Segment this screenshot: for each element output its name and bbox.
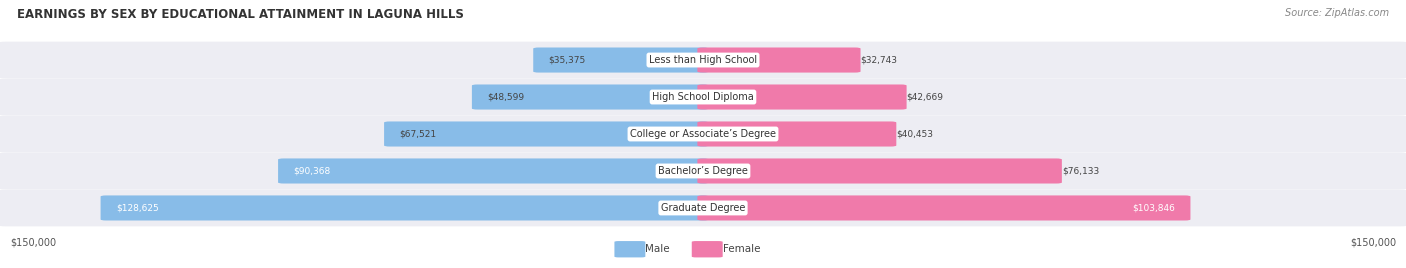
FancyBboxPatch shape (0, 152, 1406, 189)
FancyBboxPatch shape (697, 84, 907, 110)
Text: Less than High School: Less than High School (650, 55, 756, 65)
Text: $150,000: $150,000 (1350, 237, 1396, 247)
FancyBboxPatch shape (697, 47, 860, 73)
FancyBboxPatch shape (0, 79, 1406, 116)
Text: $48,599: $48,599 (488, 92, 524, 102)
FancyBboxPatch shape (384, 121, 709, 147)
Text: $76,133: $76,133 (1062, 166, 1099, 176)
FancyBboxPatch shape (0, 116, 1406, 152)
Text: $40,453: $40,453 (896, 129, 934, 139)
Text: $32,743: $32,743 (860, 55, 897, 65)
Text: Source: ZipAtlas.com: Source: ZipAtlas.com (1285, 8, 1389, 18)
FancyBboxPatch shape (533, 47, 709, 73)
Text: Male: Male (645, 244, 671, 254)
Text: Bachelor’s Degree: Bachelor’s Degree (658, 166, 748, 176)
Text: College or Associate’s Degree: College or Associate’s Degree (630, 129, 776, 139)
FancyBboxPatch shape (692, 241, 723, 257)
FancyBboxPatch shape (278, 158, 709, 184)
Text: Female: Female (723, 244, 761, 254)
FancyBboxPatch shape (0, 42, 1406, 79)
Text: $42,669: $42,669 (907, 92, 943, 102)
Text: Graduate Degree: Graduate Degree (661, 203, 745, 213)
FancyBboxPatch shape (472, 84, 709, 110)
Text: $67,521: $67,521 (399, 129, 437, 139)
FancyBboxPatch shape (101, 195, 709, 221)
FancyBboxPatch shape (0, 189, 1406, 226)
Text: EARNINGS BY SEX BY EDUCATIONAL ATTAINMENT IN LAGUNA HILLS: EARNINGS BY SEX BY EDUCATIONAL ATTAINMEN… (17, 8, 464, 21)
FancyBboxPatch shape (614, 241, 645, 257)
Text: $90,368: $90,368 (294, 166, 330, 176)
FancyBboxPatch shape (697, 195, 1191, 221)
Text: High School Diploma: High School Diploma (652, 92, 754, 102)
FancyBboxPatch shape (697, 158, 1062, 184)
FancyBboxPatch shape (697, 121, 896, 147)
Text: $35,375: $35,375 (548, 55, 586, 65)
Text: $150,000: $150,000 (10, 237, 56, 247)
Text: $128,625: $128,625 (117, 203, 159, 213)
Text: $103,846: $103,846 (1132, 203, 1175, 213)
